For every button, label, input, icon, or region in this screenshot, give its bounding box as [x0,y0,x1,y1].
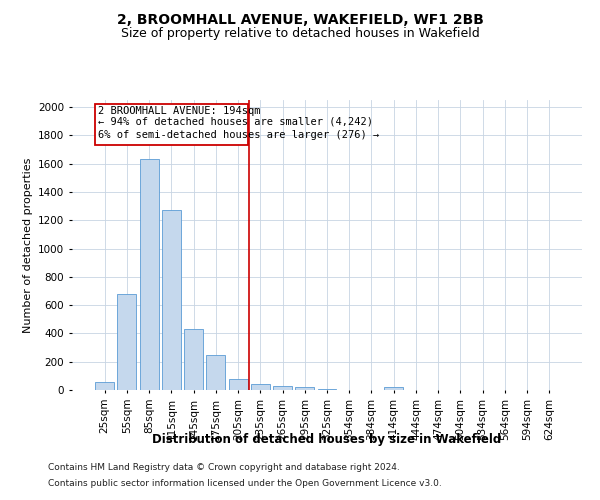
FancyBboxPatch shape [95,104,248,146]
Bar [162,210,181,390]
Bar [95,382,114,390]
Text: Contains HM Land Registry data © Crown copyright and database right 2024.: Contains HM Land Registry data © Crown c… [48,464,400,472]
Bar [295,387,314,390]
Text: ← 94% of detached houses are smaller (4,242): ← 94% of detached houses are smaller (4,… [98,117,373,127]
Y-axis label: Number of detached properties: Number of detached properties [23,158,32,332]
Bar [140,160,158,390]
Bar [273,386,292,390]
Text: 2 BROOMHALL AVENUE: 194sqm: 2 BROOMHALL AVENUE: 194sqm [98,106,260,116]
Text: Distribution of detached houses by size in Wakefield: Distribution of detached houses by size … [152,432,502,446]
Bar [118,294,136,390]
Text: 6% of semi-detached houses are larger (276) →: 6% of semi-detached houses are larger (2… [98,130,379,140]
Bar [206,354,225,390]
Bar [229,378,248,390]
Bar [384,387,403,390]
Text: Contains public sector information licensed under the Open Government Licence v3: Contains public sector information licen… [48,478,442,488]
Bar [251,384,270,390]
Text: 2, BROOMHALL AVENUE, WAKEFIELD, WF1 2BB: 2, BROOMHALL AVENUE, WAKEFIELD, WF1 2BB [116,12,484,26]
Text: Size of property relative to detached houses in Wakefield: Size of property relative to detached ho… [121,28,479,40]
Bar [184,329,203,390]
